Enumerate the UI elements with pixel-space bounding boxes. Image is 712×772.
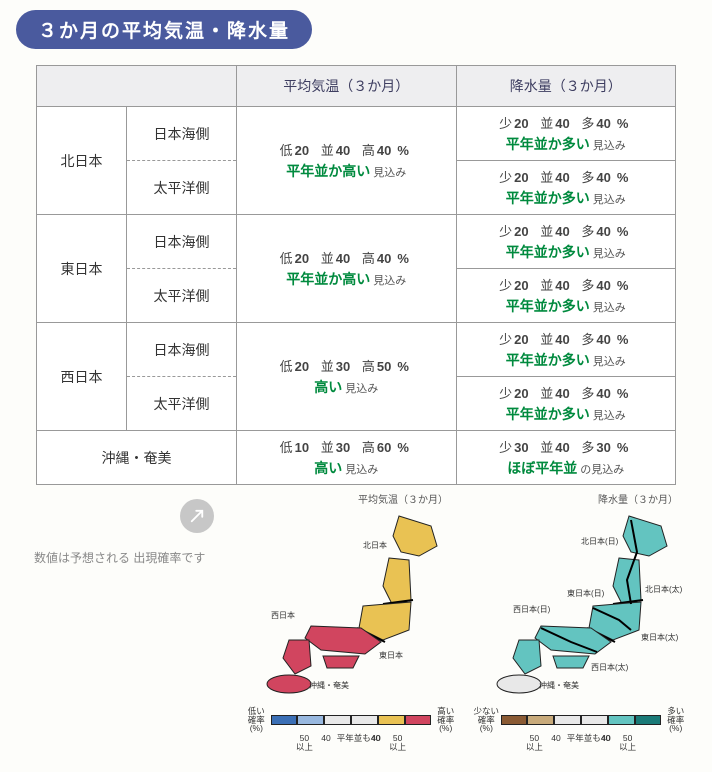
- svg-text:北日本(太): 北日本(太): [645, 584, 683, 594]
- side-cell: 日本海側: [127, 215, 237, 269]
- legend-swatch: [635, 715, 662, 725]
- th-precip: 降水量（３か月）: [456, 66, 676, 107]
- prob-line: 低20 並30 高50%: [241, 356, 452, 375]
- th-temp: 平均気温（３か月）: [237, 66, 457, 107]
- precip-cell: 少30 並40 多30% ほぼ平年並の見込み: [456, 431, 676, 485]
- prob-line: 低20 並40 高40%: [241, 140, 452, 159]
- note-box: 数値は予想される 出現確率です: [16, 489, 236, 756]
- side-cell: 太平洋側: [127, 269, 237, 323]
- map-temp: 平均気温（３か月） 北日本東日本西日本沖縄・奄美 低い 確率 (%)高い 確率 …: [236, 489, 466, 756]
- svg-text:東日本(太): 東日本(太): [641, 632, 679, 642]
- svg-text:沖縄・奄美: 沖縄・奄美: [539, 680, 579, 690]
- legend-swatch: [581, 715, 608, 725]
- legend-swatch: [405, 715, 432, 725]
- legend-swatch: [378, 715, 405, 725]
- legend-swatch: [351, 715, 378, 725]
- outlook: 平年並か高い見込み: [241, 161, 452, 181]
- precip-cell: 少20 並40 多40% 平年並か多い見込み: [456, 323, 676, 377]
- svg-text:北日本(日): 北日本(日): [581, 536, 619, 546]
- outlook: 平年並か多い見込み: [461, 296, 672, 316]
- precip-cell: 少20 並40 多40% 平年並か多い見込み: [456, 377, 676, 431]
- outlook: 平年並か高い見込み: [241, 269, 452, 289]
- outlook: 高い見込み: [241, 458, 452, 478]
- th-blank: [37, 66, 237, 107]
- region-cell: 東日本: [37, 215, 127, 323]
- svg-text:東日本(日): 東日本(日): [567, 588, 605, 598]
- svg-text:北日本: 北日本: [363, 540, 387, 550]
- precip-cell: 少20 並40 多40% 平年並か多い見込み: [456, 161, 676, 215]
- arrow-icon: [180, 499, 214, 533]
- prob-line: 少20 並40 多40%: [461, 383, 672, 402]
- legend-swatch: [527, 715, 554, 725]
- prob-line: 少20 並40 多40%: [461, 329, 672, 348]
- svg-text:西日本(日): 西日本(日): [513, 604, 551, 614]
- region-cell: 沖縄・奄美: [37, 431, 237, 485]
- outlook: 平年並か多い見込み: [461, 188, 672, 208]
- temp-cell: 低20 並40 高40% 平年並か高い見込み: [237, 215, 457, 323]
- prob-line: 低20 並40 高40%: [241, 248, 452, 267]
- forecast-table: 平均気温（３か月） 降水量（３か月） 北日本 日本海側 低20 並40 高40%…: [36, 65, 676, 485]
- outlook: ほぼ平年並の見込み: [461, 458, 672, 478]
- svg-text:東日本: 東日本: [379, 650, 403, 660]
- outlook: 平年並か多い見込み: [461, 404, 672, 424]
- section-title: ３か月の平均気温・降水量: [16, 10, 312, 49]
- svg-text:西日本: 西日本: [271, 610, 295, 620]
- precip-cell: 少20 並40 多40% 平年並か多い見込み: [456, 215, 676, 269]
- svg-text:西日本(太): 西日本(太): [591, 662, 629, 672]
- outlook: 高い見込み: [241, 377, 452, 397]
- precip-cell: 少20 並40 多40% 平年並か多い見込み: [456, 269, 676, 323]
- side-cell: 日本海側: [127, 323, 237, 377]
- outlook: 平年並か多い見込み: [461, 242, 672, 262]
- note-text: 数値は予想される 出現確率です: [34, 549, 226, 567]
- precip-cell: 少20 並40 多40% 平年並か多い見込み: [456, 107, 676, 161]
- side-cell: 太平洋側: [127, 377, 237, 431]
- outlook: 平年並か多い見込み: [461, 350, 672, 370]
- prob-line: 低10 並30 高60%: [241, 437, 452, 456]
- outlook: 平年並か多い見込み: [461, 134, 672, 154]
- prob-line: 少30 並40 多30%: [461, 437, 672, 456]
- side-cell: 日本海側: [127, 107, 237, 161]
- prob-line: 少20 並40 多40%: [461, 167, 672, 186]
- map-precip: 降水量（３か月） 北日本(日) 北日本(太) 東日本(日) 東日本(太) 西日本(日) 西…: [466, 489, 696, 756]
- legend-swatch: [608, 715, 635, 725]
- side-cell: 太平洋側: [127, 161, 237, 215]
- region-cell: 西日本: [37, 323, 127, 431]
- prob-line: 少20 並40 多40%: [461, 221, 672, 240]
- region-cell: 北日本: [37, 107, 127, 215]
- prob-line: 少20 並40 多40%: [461, 113, 672, 132]
- temp-cell: 低10 並30 高60% 高い見込み: [237, 431, 457, 485]
- prob-line: 少20 並40 多40%: [461, 275, 672, 294]
- temp-cell: 低20 並30 高50% 高い見込み: [237, 323, 457, 431]
- legend-swatch: [297, 715, 324, 725]
- map-temp-title: 平均気温（３か月）: [242, 491, 460, 506]
- svg-text:沖縄・奄美: 沖縄・奄美: [309, 680, 349, 690]
- map-precip-title: 降水量（３か月）: [472, 491, 690, 506]
- legend-swatch: [324, 715, 351, 725]
- legend-swatch: [501, 715, 528, 725]
- legend-swatch: [554, 715, 581, 725]
- legend-swatch: [271, 715, 298, 725]
- temp-cell: 低20 並40 高40% 平年並か高い見込み: [237, 107, 457, 215]
